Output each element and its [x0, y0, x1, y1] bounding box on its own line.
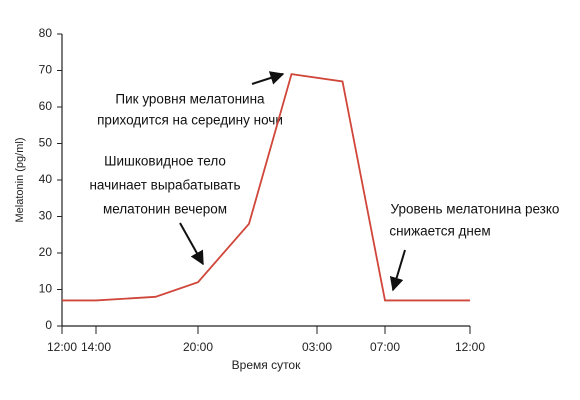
annotation: мелатонин вечером [103, 202, 227, 217]
x-tick-label: 12:00 [455, 340, 485, 354]
annotation: начинает вырабатывать [89, 178, 240, 193]
x-tick-label: 03:00 [302, 340, 332, 354]
x-tick-label: 14:00 [81, 340, 111, 354]
annotation: Уровень мелатонина резко [391, 202, 560, 217]
arrow [251, 71, 285, 85]
y-tick-label: 40 [39, 172, 53, 186]
x-axis-label: Время суток [232, 358, 301, 372]
y-tick-label: 50 [39, 136, 53, 150]
x-tick-label: 20:00 [183, 340, 213, 354]
y-tick-label: 0 [45, 318, 52, 332]
arrow [389, 249, 406, 292]
y-tick-label: 10 [39, 282, 53, 296]
line [62, 73, 470, 302]
x-tick-label: 12:00 [47, 340, 77, 354]
arrow [179, 222, 204, 266]
annotation: приходится на середину ночи [97, 113, 283, 128]
annotation: Пик уровня мелатонина [115, 92, 265, 107]
y-tick-label: 70 [39, 63, 53, 77]
y-tick-label: 60 [39, 99, 53, 113]
x-tick-label: 07:00 [370, 340, 400, 354]
annotation: Шишковидное тело [104, 154, 226, 169]
y-tick-label: 80 [39, 26, 53, 40]
y-tick-label: 20 [39, 245, 53, 259]
y-tick-label: 30 [39, 209, 53, 223]
y-axis-label: Melatonin (pg/ml) [14, 138, 26, 223]
annotation: снижается днем [389, 224, 490, 239]
